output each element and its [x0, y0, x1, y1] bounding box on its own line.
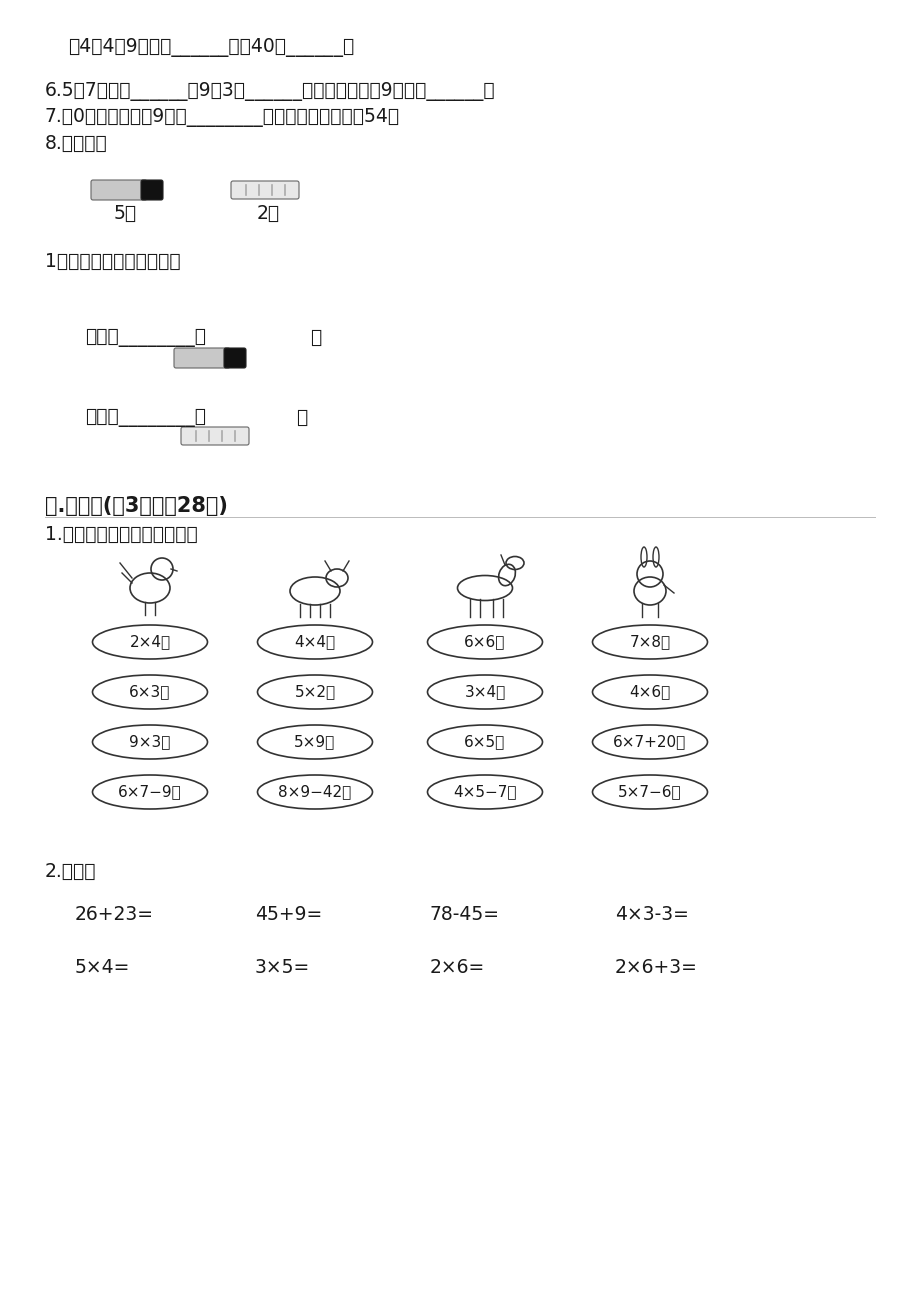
FancyBboxPatch shape [223, 348, 245, 368]
Text: 45+9=: 45+9= [255, 905, 322, 924]
FancyBboxPatch shape [141, 180, 163, 201]
Text: 1.比比看哪只小动物先算完。: 1.比比看哪只小动物先算完。 [45, 525, 198, 544]
Text: 2×4＝: 2×4＝ [130, 634, 170, 650]
Text: 26+23=: 26+23= [75, 905, 153, 924]
Text: 3×4＝: 3×4＝ [464, 685, 505, 699]
FancyBboxPatch shape [91, 180, 147, 201]
Text: 7×8＝: 7×8＝ [629, 634, 670, 650]
FancyBboxPatch shape [231, 181, 299, 199]
FancyBboxPatch shape [181, 427, 249, 445]
Text: 8×9−42＝: 8×9−42＝ [278, 785, 351, 799]
Text: 四.计算题(关3题，內28分): 四.计算题(关3题，內28分) [45, 496, 228, 516]
Text: 5×4=: 5×4= [75, 958, 130, 976]
Text: 1元可以买哪些学习用品？: 1元可以买哪些学习用品？ [45, 253, 180, 271]
Text: 5×2＝: 5×2＝ [294, 685, 335, 699]
Text: 78-45=: 78-45= [429, 905, 499, 924]
Text: 6×6＝: 6×6＝ [464, 634, 505, 650]
Text: 2角: 2角 [256, 204, 279, 223]
Text: 6×3＝: 6×3＝ [130, 685, 171, 699]
Text: 6.5个7相加得______；9乘3得______；两个因数都是9，积是______。: 6.5个7相加得______；9乘3得______；两个因数都是9，积是____… [45, 82, 495, 102]
Text: 5×7−6＝: 5×7−6＝ [618, 785, 681, 799]
Text: （4）4个9相加是______，比40少______。: （4）4个9相加是______，比40少______。 [68, 38, 354, 57]
Text: 7.从0开始，连续加9，加________次以后，它们的和是54。: 7.从0开始，连续加9，加________次以后，它们的和是54。 [45, 108, 400, 128]
Text: 3×5=: 3×5= [255, 958, 310, 976]
Text: 。: 。 [296, 408, 307, 427]
Text: 5×9＝: 5×9＝ [294, 734, 335, 750]
Text: 8.填一填。: 8.填一填。 [45, 134, 108, 154]
Text: 可以买________盒: 可以买________盒 [85, 408, 206, 427]
Text: 2×6=: 2×6= [429, 958, 484, 976]
Text: 4×3-3=: 4×3-3= [614, 905, 688, 924]
Text: ；: ； [310, 328, 321, 348]
Text: 2.口算。: 2.口算。 [45, 862, 96, 881]
Text: 5角: 5角 [113, 204, 136, 223]
Text: 2×6+3=: 2×6+3= [614, 958, 698, 976]
Text: 6×7+20＝: 6×7+20＝ [613, 734, 686, 750]
Text: 4×5−7＝: 4×5−7＝ [453, 785, 516, 799]
Text: 9×3＝: 9×3＝ [130, 734, 171, 750]
Text: 可以买________把: 可以买________把 [85, 328, 206, 348]
Text: 4×4＝: 4×4＝ [294, 634, 335, 650]
Text: 6×7−9＝: 6×7−9＝ [118, 785, 182, 799]
Text: 4×6＝: 4×6＝ [629, 685, 670, 699]
FancyBboxPatch shape [174, 348, 230, 368]
Text: 6×5＝: 6×5＝ [464, 734, 505, 750]
